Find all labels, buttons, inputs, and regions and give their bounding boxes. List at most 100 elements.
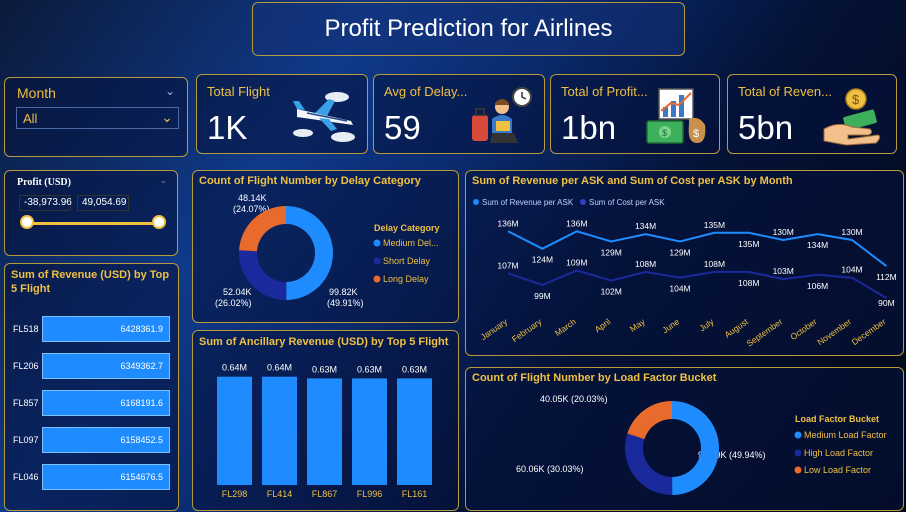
kpi-title: Total of Reven... xyxy=(738,84,832,99)
cost-point-label: 108M xyxy=(704,259,725,269)
revenue-bar-value: 6349362.7 xyxy=(120,361,163,371)
legend-dot-revenue xyxy=(473,199,479,205)
ancillary-bar[interactable] xyxy=(307,378,342,485)
profit-max-handle[interactable] xyxy=(152,215,166,229)
profit-slicer-label: Profit (USD) xyxy=(17,177,71,188)
month-dropdown[interactable]: All ⌄ xyxy=(16,107,179,129)
svg-text:$: $ xyxy=(693,128,699,140)
revenue-point-label: 112M xyxy=(876,272,897,282)
delay-label-medium-pct: (49.91%) xyxy=(327,298,364,308)
ancillary-bar-value: 0.64M xyxy=(222,363,247,373)
month-dropdown-value: All xyxy=(23,111,38,126)
cost-point-label: 90M xyxy=(878,298,895,308)
cost-point-label: 103M xyxy=(773,266,794,276)
delay-label-short-value: 52.04K xyxy=(223,287,252,297)
revenue-point-label: 136M xyxy=(497,218,518,228)
flight-label: FL857 xyxy=(13,398,39,408)
legend-dot-long xyxy=(373,275,381,283)
ancillary-bar[interactable] xyxy=(217,376,252,485)
revenue-point-label: 134M xyxy=(635,221,656,231)
kpi-total-revenue: Total of Reven... 5bn $ xyxy=(727,74,897,154)
revenue-bar[interactable]: 6158452.5 xyxy=(42,427,170,453)
chevron-down-icon[interactable]: ⌄ xyxy=(159,175,167,185)
legend-long: Long Delay xyxy=(383,274,429,284)
ancillary-bars-svg: 0.64M FL298 0.64M FL414 0.63M FL867 0.63M FL996… xyxy=(217,363,432,499)
load-slice-2[interactable] xyxy=(627,401,672,440)
revenue-line[interactable] xyxy=(507,230,888,267)
revenue-point-label: 136M xyxy=(566,218,587,228)
ancillary-bar-category: FL161 xyxy=(402,489,428,499)
legend-dot-short xyxy=(373,257,381,265)
cost-point-label: 107M xyxy=(497,260,518,270)
month-axis-label: August xyxy=(723,316,751,340)
profit-slicer[interactable]: Profit (USD) ⌄ -38,973.96 49,054.69 xyxy=(4,170,178,256)
month-axis-label: July xyxy=(697,316,716,333)
kpi-total-flight: Total Flight 1K xyxy=(196,74,368,154)
profit-max-input[interactable]: 49,054.69 xyxy=(77,195,129,211)
kpi-title: Total Flight xyxy=(207,84,270,99)
load-slice-0[interactable] xyxy=(672,401,719,495)
legend-title: Load Factor Bucket xyxy=(795,414,879,424)
revenue-point-label: 130M xyxy=(773,227,794,237)
ancillary-bar[interactable] xyxy=(352,378,387,485)
delay-label-short-pct: (26.02%) xyxy=(215,298,252,308)
month-axis-label: December xyxy=(850,316,888,347)
legend-short: Short Delay xyxy=(383,256,431,266)
hand-money-icon: $ xyxy=(823,88,881,146)
month-axis-label: June xyxy=(660,316,681,335)
svg-text:$: $ xyxy=(662,128,667,138)
ancillary-bar-value: 0.64M xyxy=(267,363,292,373)
legend-title: Delay Category xyxy=(374,223,440,233)
delay-slice-2[interactable] xyxy=(239,206,286,252)
ancillary-bar[interactable] xyxy=(397,378,432,485)
profit-min-handle[interactable] xyxy=(20,215,34,229)
ancillary-bar[interactable] xyxy=(262,376,297,485)
revenue-bar[interactable]: 6428361.9 xyxy=(42,316,170,342)
legend-cost: Sum of Cost per ASK xyxy=(589,198,665,207)
profit-min-input[interactable]: -38,973.96 xyxy=(19,195,72,211)
load-label-high: 60.06K (30.03%) xyxy=(516,464,584,474)
cost-point-label: 106M xyxy=(807,281,828,291)
month-slicer[interactable]: Month ⌄ All ⌄ xyxy=(4,77,188,157)
load-slice-1[interactable] xyxy=(625,433,673,495)
revenue-bar[interactable]: 6349362.7 xyxy=(42,353,170,379)
cost-line[interactable] xyxy=(507,269,887,299)
kpi-value: 1bn xyxy=(561,109,617,146)
chevron-down-icon[interactable]: ⌄ xyxy=(164,84,175,98)
load-label-low: 40.05K (20.03%) xyxy=(540,394,608,404)
delay-slice-0[interactable] xyxy=(286,206,334,300)
revenue-bar[interactable]: 6154676.5 xyxy=(42,464,170,490)
flight-label: FL046 xyxy=(13,472,39,482)
legend-medium: Medium Del... xyxy=(383,238,439,248)
ancillary-bar-value: 0.63M xyxy=(357,364,382,374)
flight-label: FL518 xyxy=(13,324,39,334)
legend-dot-low xyxy=(794,466,802,474)
dashboard-title: Profit Prediction for Airlines xyxy=(324,15,613,42)
revenue-cost-per-ask-chart: Sum of Revenue per ASK and Sum of Cost p… xyxy=(465,170,904,356)
ancillary-bar-category: FL298 xyxy=(222,489,248,499)
revenue-bar-value: 6154676.5 xyxy=(120,472,163,482)
ancillary-bar-value: 0.63M xyxy=(402,364,427,374)
kpi-value: 1K xyxy=(207,109,248,146)
ancillary-bar-category: FL996 xyxy=(357,489,383,499)
legend-revenue: Sum of Revenue per ASK xyxy=(482,198,574,207)
kpi-title: Total of Profit... xyxy=(561,84,648,99)
month-slicer-label: Month xyxy=(17,85,56,101)
revenue-point-label: 135M xyxy=(738,239,759,249)
cost-point-label: 109M xyxy=(566,257,587,267)
chevron-down-icon[interactable]: ⌄ xyxy=(161,109,173,125)
chart-title: Count of Flight Number by Delay Category xyxy=(199,175,421,187)
profit-range-track[interactable] xyxy=(27,222,163,225)
delay-slice-1[interactable] xyxy=(239,250,287,300)
revenue-bar[interactable]: 6168191.6 xyxy=(42,390,170,416)
month-axis-label: November xyxy=(815,316,853,347)
ancillary-bar-category: FL867 xyxy=(312,489,338,499)
flight-label: FL206 xyxy=(13,361,39,371)
delay-label-long-pct: (24.07%) xyxy=(233,204,270,214)
load-factor-chart: Count of Flight Number by Load Factor Bu… xyxy=(465,367,904,511)
airplane-icon xyxy=(293,92,355,142)
delay-label-long-value: 48.14K xyxy=(238,193,267,203)
cost-point-label: 99M xyxy=(534,291,551,301)
ancillary-bar-category: FL414 xyxy=(267,489,293,499)
month-axis-label: May xyxy=(628,316,648,334)
